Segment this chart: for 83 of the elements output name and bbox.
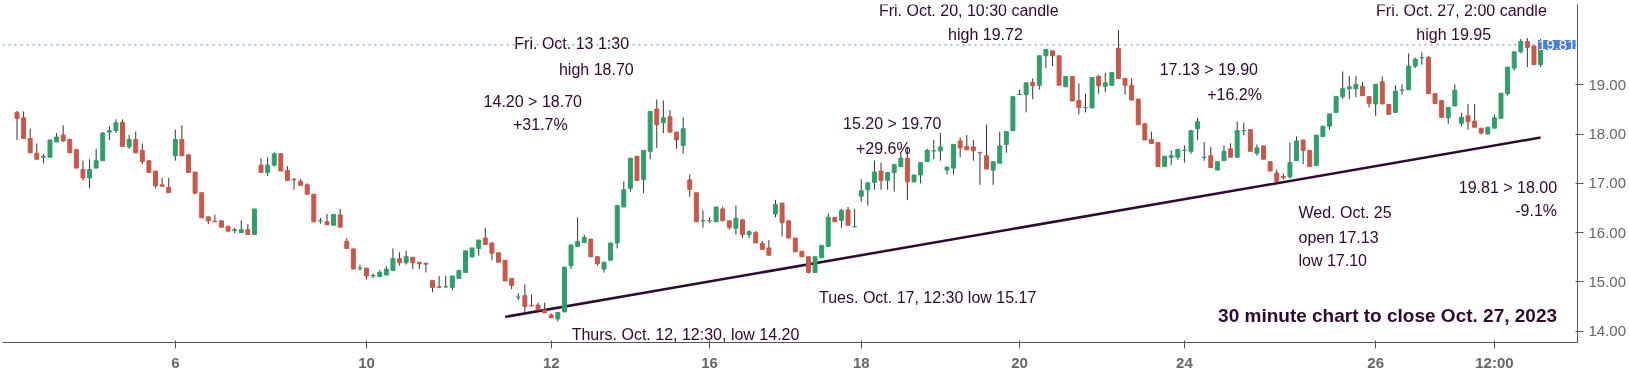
ref-line-label: 19.81 — [1537, 35, 1576, 53]
annotation: Thurs. Oct. 12, 12:30, low 14.20 — [571, 325, 800, 343]
x-tick-label: 16 — [701, 353, 718, 371]
annotation: Tues. Oct. 17, 12:30 low 15.17 — [819, 289, 1037, 307]
candlestick — [80, 160, 86, 181]
y-tick-label: 15.00 — [1588, 272, 1627, 290]
candlestick — [865, 182, 871, 207]
candlestick — [350, 248, 356, 270]
candlestick — [1195, 117, 1201, 141]
x-tick-label: 12 — [542, 353, 560, 371]
candlestick — [733, 205, 739, 236]
candlestick — [1406, 52, 1412, 91]
candlestick — [977, 151, 983, 186]
annotation: low 17.10 — [1298, 252, 1368, 270]
candlestick — [357, 264, 363, 272]
text: 30 minute chart to close Oct. 27, 2023 — [1218, 304, 1558, 326]
annotation: 15.20 > 19.70 — [843, 115, 942, 133]
candlestick — [680, 116, 686, 155]
candlestick — [1208, 146, 1214, 169]
candlestick — [403, 250, 409, 266]
candlestick — [687, 173, 693, 198]
annotation: high 18.70 — [558, 60, 634, 78]
candlestick — [522, 283, 528, 313]
candlestick — [133, 131, 139, 154]
x-tick-label: 18 — [852, 353, 870, 371]
candlestick — [1392, 84, 1398, 113]
annotation: -9.1% — [1515, 201, 1558, 219]
candlestick — [838, 208, 844, 229]
candlestick — [1188, 130, 1194, 155]
annotation: Wed. Oct. 25 — [1298, 204, 1392, 222]
candlestick — [87, 158, 93, 189]
candlestick — [871, 160, 877, 191]
annotation: +16.2% — [1207, 86, 1262, 104]
x-tick-label: 6 — [171, 353, 180, 371]
x-tick-label: 24 — [1176, 353, 1194, 371]
annotation: Fri. Oct. 20, 10:30 candle — [878, 2, 1059, 20]
y-tick-label: 18.00 — [1588, 125, 1627, 143]
candlestick — [858, 178, 864, 203]
annotation: 19.81 > 18.00 — [1458, 179, 1558, 197]
x-tick-label: 26 — [1367, 353, 1385, 371]
candlestick — [1096, 74, 1102, 95]
candlestick — [970, 139, 976, 162]
candlestick — [845, 206, 851, 226]
x-tick-label: 20 — [1011, 353, 1028, 371]
candlestick — [1247, 129, 1253, 152]
candlestick — [654, 99, 660, 149]
candlestick — [324, 213, 330, 226]
candlestick — [1129, 77, 1135, 101]
candlestick — [27, 128, 33, 154]
candlestick — [436, 275, 442, 288]
candlestick — [1030, 77, 1036, 100]
candlestick — [172, 129, 178, 162]
annotation: Fri. Oct. 27, 2:00 candle — [1376, 2, 1547, 20]
annotation: high 19.72 — [948, 26, 1023, 44]
candlestick — [265, 156, 271, 177]
annotation: 17.13 > 19.90 — [1159, 60, 1259, 78]
y-tick-label: 14.00 — [1588, 322, 1627, 340]
y-tick-label: 19.00 — [1588, 75, 1627, 93]
x-tick-label: 10 — [358, 353, 375, 371]
candlestick — [1254, 143, 1260, 157]
candlestick — [1373, 83, 1379, 117]
annotation: 14.20 > 18.70 — [483, 92, 583, 110]
annotation: high 19.95 — [1416, 26, 1492, 44]
candlestick — [937, 132, 943, 162]
candlestick — [1294, 136, 1300, 162]
annotation: open 17.13 — [1298, 228, 1379, 246]
annotation: +31.7% — [513, 116, 568, 134]
candlestick — [337, 208, 343, 228]
candlestick — [660, 100, 666, 134]
candlestick — [1003, 131, 1009, 154]
candlestick — [1287, 141, 1293, 179]
candlestick — [740, 219, 745, 239]
y-tick-label: 17.00 — [1588, 174, 1627, 192]
candlestick — [245, 223, 251, 236]
annotation: +29.6% — [855, 139, 911, 157]
candlestick — [1379, 75, 1385, 105]
y-tick-label: 16.00 — [1588, 223, 1627, 241]
candlestick — [984, 124, 990, 170]
candlestick — [667, 109, 673, 133]
candlestick — [878, 162, 884, 191]
candlestick — [1452, 83, 1458, 107]
annotation: Fri. Oct. 13 1:30 — [514, 34, 630, 52]
x-tick-label: 12:00 — [1475, 353, 1514, 371]
